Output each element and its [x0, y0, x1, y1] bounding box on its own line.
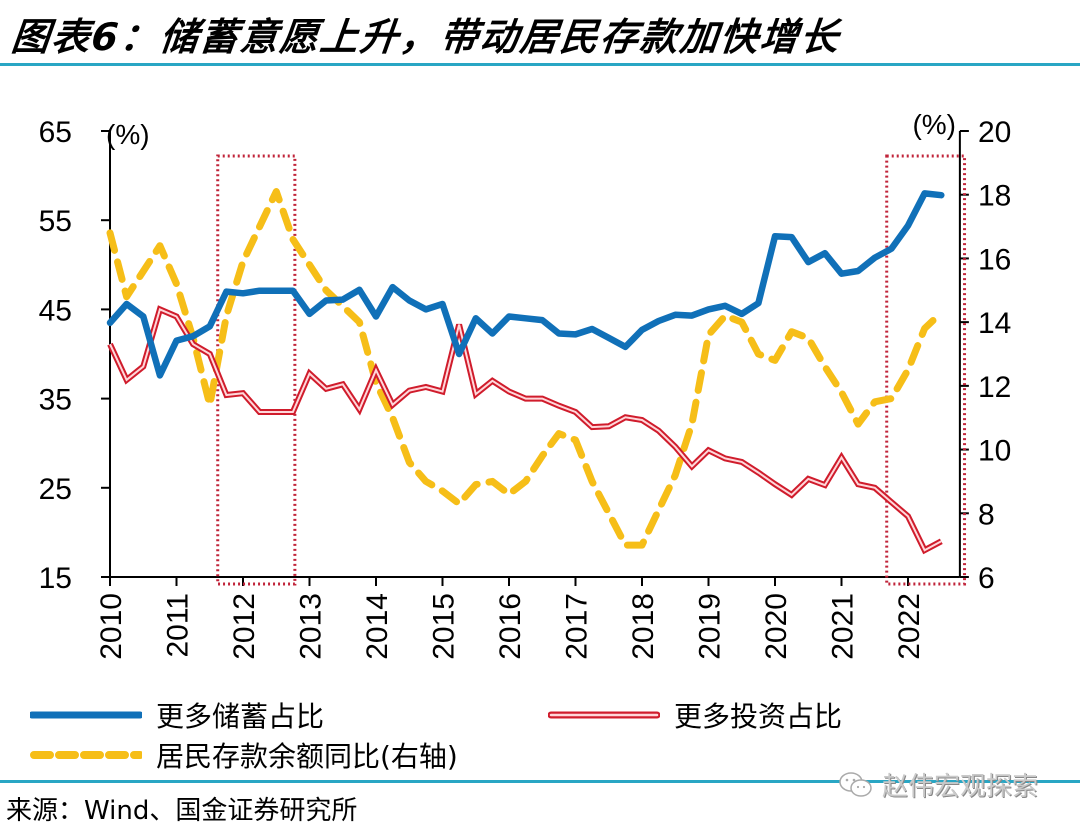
- legend-label: 居民存款余额同比(右轴): [156, 740, 458, 773]
- right-axis-tick-label: 14: [978, 307, 1011, 340]
- right-axis-tick-label: 12: [978, 371, 1011, 404]
- x-axis-tick-label: 2015: [428, 593, 461, 660]
- legend-item-investment: 更多投资占比: [548, 695, 842, 735]
- x-axis-tick-label: 2010: [95, 593, 128, 660]
- axes: 15 25 35 45 55 65 6 8 10 12 14 16 18 20 (%) (%) 2010 2011…: [39, 109, 1012, 660]
- x-axis-tick-label: 2021: [827, 593, 860, 660]
- dashed-line-icon: [30, 751, 142, 759]
- left-axis-tick-label: 15: [39, 562, 72, 595]
- legend-label: 更多储蓄占比: [156, 700, 325, 733]
- series-line-deposits-yoy: [106, 188, 945, 549]
- x-axis-tick-label: 2013: [295, 593, 328, 660]
- series-line-investment-inner: [109, 308, 942, 552]
- wechat-icon: [839, 771, 872, 797]
- x-axis-tick-label: 2018: [627, 593, 660, 660]
- right-axis-tick-label: 10: [978, 435, 1011, 468]
- x-axis-tick-label: 2011: [162, 593, 195, 658]
- series-line-investment-share: [107, 305, 943, 555]
- right-axis-tick-label: 16: [978, 243, 1011, 276]
- right-axis-tick-label: 18: [978, 180, 1011, 213]
- chart-area: 15 25 35 45 55 65 6 8 10 12 14 16 18 20 (%) (%) 2010 2011…: [39, 109, 1012, 660]
- left-axis-tick-label: 35: [39, 384, 72, 417]
- x-axis-tick-label: 2012: [228, 593, 261, 660]
- series-lines: [106, 188, 945, 555]
- x-axis-tick-label: 2016: [494, 593, 527, 660]
- source-note: 来源：Wind、国金证券研究所: [6, 796, 358, 826]
- left-axis-unit: (%): [106, 119, 150, 150]
- legend: 更多储蓄占比 更多投资占比 居民存款余额同比(右轴): [0, 690, 1080, 780]
- highlight-boxes: [216, 154, 967, 586]
- highlight-box: [885, 154, 967, 586]
- right-axis-tick-label: 20: [978, 116, 1011, 149]
- bottom-divider: [0, 780, 1080, 783]
- left-axis-tick-label: 25: [39, 473, 72, 506]
- legend-item-savings: 更多储蓄占比: [30, 695, 324, 735]
- legend-item-deposits: 居民存款余额同比(右轴): [30, 735, 458, 775]
- x-axis-tick-label: 2019: [694, 593, 727, 660]
- series-line-savings-share: [106, 190, 945, 379]
- top-divider: [0, 63, 1080, 66]
- solid-line-icon: [30, 711, 142, 719]
- double-line-icon: [548, 711, 660, 719]
- legend-label: 更多投资占比: [674, 700, 843, 733]
- x-axis-tick-label: 2022: [893, 593, 926, 660]
- right-axis-tick-label: 8: [978, 498, 995, 531]
- left-axis-tick-label: 65: [39, 116, 72, 149]
- x-axis-tick-label: 2020: [760, 593, 793, 660]
- right-axis-unit: (%): [912, 109, 956, 140]
- left-axis-tick-label: 45: [39, 294, 72, 327]
- watermark: 赵伟宏观探索: [838, 766, 1038, 803]
- x-axis-tick-label: 2014: [361, 593, 394, 660]
- watermark-text: 赵伟宏观探索: [882, 772, 1039, 802]
- right-axis-tick-label: 6: [978, 562, 995, 595]
- x-axis-tick-label: 2017: [561, 593, 594, 660]
- left-axis-tick-label: 55: [39, 205, 72, 238]
